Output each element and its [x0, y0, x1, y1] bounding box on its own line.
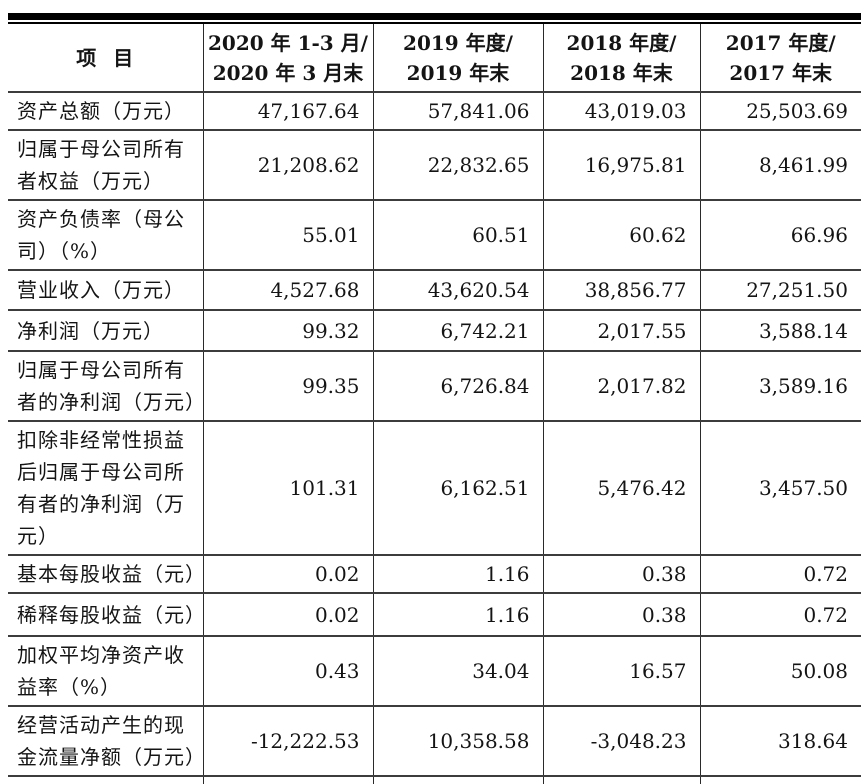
header-period-2020-line2: 2020 年 3 月末	[212, 60, 364, 85]
value-cell: 1.16	[373, 555, 544, 594]
value-cell: 34.04	[373, 636, 544, 707]
row-label: 扣除非经常性损益后归属于母公司所有者的净利润（万元）	[8, 421, 204, 556]
document-page: 项 目 2020 年 1-3 月/ 2020 年 3 月末 2019 年度/ 2…	[8, 13, 861, 784]
value-cell: 66.96	[700, 200, 861, 271]
value-cell: 318.64	[700, 706, 861, 777]
header-period-2020: 2020 年 1-3 月/ 2020 年 3 月末	[203, 24, 374, 93]
value-cell: 10,358.58	[373, 706, 544, 777]
value-cell: 60.62	[543, 200, 701, 271]
row-label: 资产总额（万元）	[8, 92, 204, 131]
value-cell: 3,589.16	[700, 351, 861, 422]
header-period-2018: 2018 年度/ 2018 年末	[543, 24, 701, 93]
next-row-cutoff	[8, 777, 861, 784]
value-cell: 55.01	[203, 200, 374, 271]
value-cell: 38,856.77	[543, 270, 701, 311]
value-cell: 6,726.84	[373, 351, 544, 422]
value-cell: 1.16	[373, 593, 544, 637]
table-row: 归属于母公司所有者权益（万元） 21,208.62 22,832.65 16,9…	[8, 130, 861, 201]
value-cell: 5,476.42	[543, 421, 701, 556]
value-cell: 6,742.21	[373, 310, 544, 352]
table-row: 稀释每股收益（元） 0.02 1.16 0.38 0.72	[8, 593, 861, 637]
value-cell: 0.38	[543, 593, 701, 637]
value-cell: 43,019.03	[543, 92, 701, 131]
table-header-row: 项 目 2020 年 1-3 月/ 2020 年 3 月末 2019 年度/ 2…	[8, 24, 861, 93]
table-row: 扣除非经常性损益后归属于母公司所有者的净利润（万元） 101.31 6,162.…	[8, 421, 861, 556]
table-row: 基本每股收益（元） 0.02 1.16 0.38 0.72	[8, 555, 861, 594]
value-cell: 0.02	[203, 593, 374, 637]
table-row: 营业收入（万元） 4,527.68 43,620.54 38,856.77 27…	[8, 270, 861, 311]
header-period-2018-line1: 2018 年度/	[566, 30, 677, 55]
value-cell: 2,017.55	[543, 310, 701, 352]
row-label: 稀释每股收益（元）	[8, 593, 205, 637]
value-cell: 0.72	[700, 555, 861, 594]
header-period-2019: 2019 年度/ 2019 年末	[373, 24, 544, 93]
column-divider-stub	[543, 777, 544, 784]
value-cell: 0.43	[203, 636, 374, 707]
header-period-2017-line1: 2017 年度/	[725, 30, 836, 55]
value-cell: -12,222.53	[203, 706, 374, 777]
row-label: 净利润（万元）	[8, 310, 204, 352]
value-cell: 3,588.14	[700, 310, 861, 352]
table-body: 资产总额（万元） 47,167.64 57,841.06 43,019.03 2…	[8, 92, 861, 777]
value-cell: 3,457.50	[700, 421, 861, 556]
value-cell: 6,162.51	[373, 421, 544, 556]
value-cell: 25,503.69	[700, 92, 861, 131]
financial-summary-table: 项 目 2020 年 1-3 月/ 2020 年 3 月末 2019 年度/ 2…	[8, 13, 861, 784]
column-divider-stub	[700, 777, 701, 784]
value-cell: 99.32	[203, 310, 374, 352]
value-cell: 0.02	[203, 555, 374, 594]
header-item-column: 项 目	[8, 24, 204, 93]
header-period-2019-line1: 2019 年度/	[403, 30, 513, 55]
value-cell: 16,975.81	[543, 130, 701, 201]
value-cell: 21,208.62	[203, 130, 374, 201]
value-cell: 22,832.65	[373, 130, 544, 201]
table-row: 净利润（万元） 99.32 6,742.21 2,017.55 3,588.14	[8, 310, 861, 352]
value-cell: 16.57	[543, 636, 701, 707]
table-top-rule-gap	[8, 20, 861, 22]
row-label: 加权平均净资产收益率（%）	[8, 636, 204, 707]
value-cell: 4,527.68	[203, 270, 374, 311]
value-cell: 43,620.54	[373, 270, 544, 311]
row-label: 营业收入（万元）	[8, 270, 204, 311]
value-cell: 47,167.64	[203, 92, 374, 131]
table-row: 资产负债率（母公司）（%） 55.01 60.51 60.62 66.96	[8, 200, 861, 271]
row-label: 归属于母公司所有者权益（万元）	[8, 130, 204, 201]
table-row: 归属于母公司所有者的净利润（万元） 99.35 6,726.84 2,017.8…	[8, 351, 861, 422]
header-period-2017: 2017 年度/ 2017 年末	[700, 24, 861, 93]
row-label: 基本每股收益（元）	[8, 555, 205, 594]
value-cell: 8,461.99	[700, 130, 861, 201]
row-label: 经营活动产生的现金流量净额（万元）	[8, 706, 205, 777]
value-cell: 99.35	[203, 351, 374, 422]
value-cell: 0.38	[543, 555, 701, 594]
value-cell: 50.08	[700, 636, 861, 707]
value-cell: -3,048.23	[543, 706, 701, 777]
table-row: 资产总额（万元） 47,167.64 57,841.06 43,019.03 2…	[8, 92, 861, 131]
table-row: 经营活动产生的现金流量净额（万元） -12,222.53 10,358.58 -…	[8, 706, 861, 777]
value-cell: 27,251.50	[700, 270, 861, 311]
value-cell: 57,841.06	[373, 92, 544, 131]
table-row: 加权平均净资产收益率（%） 0.43 34.04 16.57 50.08	[8, 636, 861, 707]
value-cell: 101.31	[203, 421, 374, 556]
row-label: 资产负债率（母公司）（%）	[8, 200, 204, 271]
column-divider-stub	[203, 777, 204, 784]
data-table: 项 目 2020 年 1-3 月/ 2020 年 3 月末 2019 年度/ 2…	[8, 24, 861, 777]
column-divider-stub	[373, 777, 374, 784]
value-cell: 0.72	[700, 593, 861, 637]
header-period-2020-line1: 2020 年 1-3 月/	[208, 30, 368, 55]
header-period-2018-line2: 2018 年末	[570, 60, 673, 85]
header-period-2019-line2: 2019 年末	[406, 60, 510, 85]
row-label: 归属于母公司所有者的净利润（万元）	[8, 351, 205, 422]
value-cell: 60.51	[373, 200, 544, 271]
table-top-rule-thin	[8, 22, 861, 24]
value-cell: 2,017.82	[543, 351, 701, 422]
header-period-2017-line2: 2017 年末	[729, 60, 833, 85]
table-top-rule-thick	[8, 13, 861, 20]
